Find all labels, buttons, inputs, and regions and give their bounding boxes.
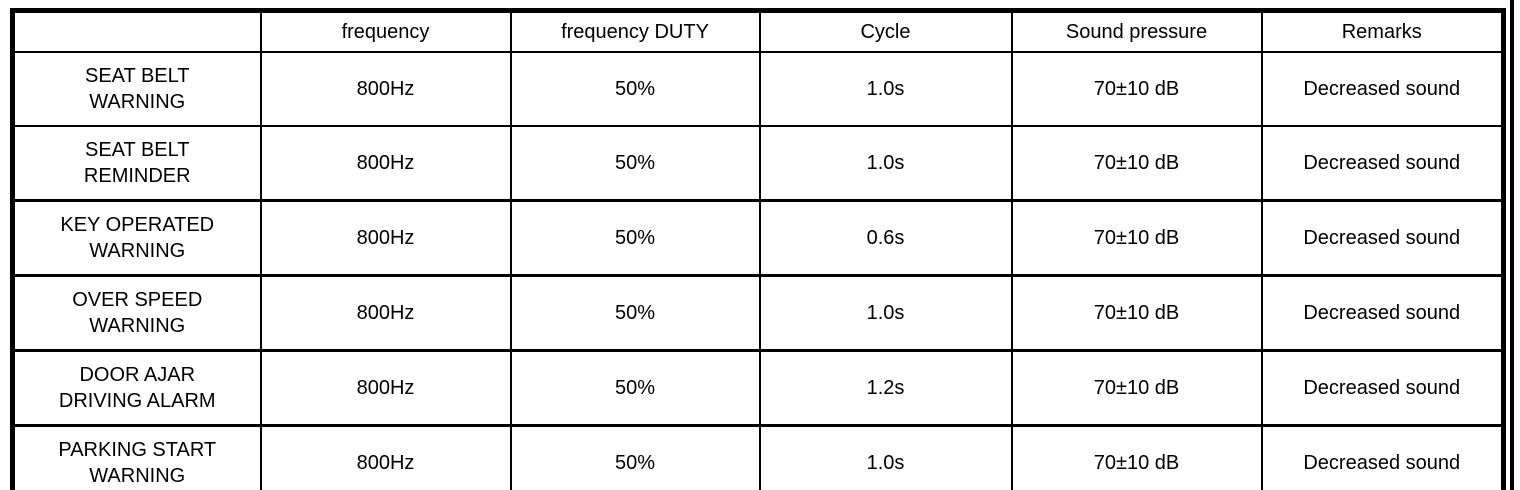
col-header-cycle: Cycle — [758, 9, 1013, 53]
cell-sound-pressure: 70±10 dB — [1010, 199, 1263, 277]
row-label: SEAT BELT REMINDER — [11, 125, 262, 202]
cell-frequency: 800Hz — [259, 349, 512, 427]
cell-sound-pressure: 70±10 dB — [1010, 125, 1263, 202]
warning-sound-spec-table: frequency frequency DUTY Cycle Sound pre… — [10, 8, 1506, 490]
cell-cycle: 1.0s — [758, 51, 1013, 127]
cell-remarks: Decreased sound — [1260, 274, 1505, 352]
row-label: DOOR AJAR DRIVING ALARM — [11, 349, 262, 427]
cell-remarks: Decreased sound — [1260, 199, 1505, 277]
cell-duty: 50% — [509, 424, 761, 490]
cell-sound-pressure: 70±10 dB — [1010, 424, 1263, 490]
cell-frequency: 800Hz — [259, 199, 512, 277]
row-label: PARKING START WARNING — [11, 424, 262, 490]
cell-cycle: 1.0s — [758, 274, 1013, 352]
table-row-over-speed-warning: OVER SPEED WARNING 800Hz 50% 1.0s 70±10 … — [11, 274, 1505, 352]
row-label: SEAT BELT WARNING — [11, 51, 262, 127]
header-row: frequency frequency DUTY Cycle Sound pre… — [11, 9, 1505, 53]
cell-remarks: Decreased sound — [1260, 125, 1505, 202]
cell-remarks: Decreased sound — [1260, 51, 1505, 127]
col-header-frequency-duty: frequency DUTY — [509, 9, 761, 53]
cell-duty: 50% — [509, 51, 761, 127]
cell-sound-pressure: 70±10 dB — [1010, 274, 1263, 352]
cell-sound-pressure: 70±10 dB — [1010, 51, 1263, 127]
cell-frequency: 800Hz — [259, 424, 512, 490]
col-header-frequency: frequency — [259, 9, 512, 53]
cell-cycle: 1.2s — [758, 349, 1013, 427]
col-header-blank — [11, 9, 262, 53]
cell-frequency: 800Hz — [259, 274, 512, 352]
cell-cycle: 0.6s — [758, 199, 1013, 277]
row-label: OVER SPEED WARNING — [11, 274, 262, 352]
cell-frequency: 800Hz — [259, 51, 512, 127]
cell-duty: 50% — [509, 274, 761, 352]
table-row-door-ajar-driving-alarm: DOOR AJAR DRIVING ALARM 800Hz 50% 1.2s 7… — [11, 349, 1505, 427]
col-header-remarks: Remarks — [1260, 9, 1505, 53]
cell-cycle: 1.0s — [758, 125, 1013, 202]
cell-cycle: 1.0s — [758, 424, 1013, 490]
cell-duty: 50% — [509, 199, 761, 277]
col-header-sound-pressure: Sound pressure — [1010, 9, 1263, 53]
cell-remarks: Decreased sound — [1260, 349, 1505, 427]
table-row-parking-start-warning: PARKING START WARNING 800Hz 50% 1.0s 70±… — [11, 424, 1505, 490]
table-row-seat-belt-warning: SEAT BELT WARNING 800Hz 50% 1.0s 70±10 d… — [11, 51, 1505, 127]
cell-duty: 50% — [509, 125, 761, 202]
cell-duty: 50% — [509, 349, 761, 427]
cell-sound-pressure: 70±10 dB — [1010, 349, 1263, 427]
row-label: KEY OPERATED WARNING — [11, 199, 262, 277]
cell-remarks: Decreased sound — [1260, 424, 1505, 490]
cell-frequency: 800Hz — [259, 125, 512, 202]
table-row-seat-belt-reminder: SEAT BELT REMINDER 800Hz 50% 1.0s 70±10 … — [11, 125, 1505, 202]
table-row-key-operated-warning: KEY OPERATED WARNING 800Hz 50% 0.6s 70±1… — [11, 199, 1505, 277]
page-frame-edge-line — [1510, 0, 1514, 490]
